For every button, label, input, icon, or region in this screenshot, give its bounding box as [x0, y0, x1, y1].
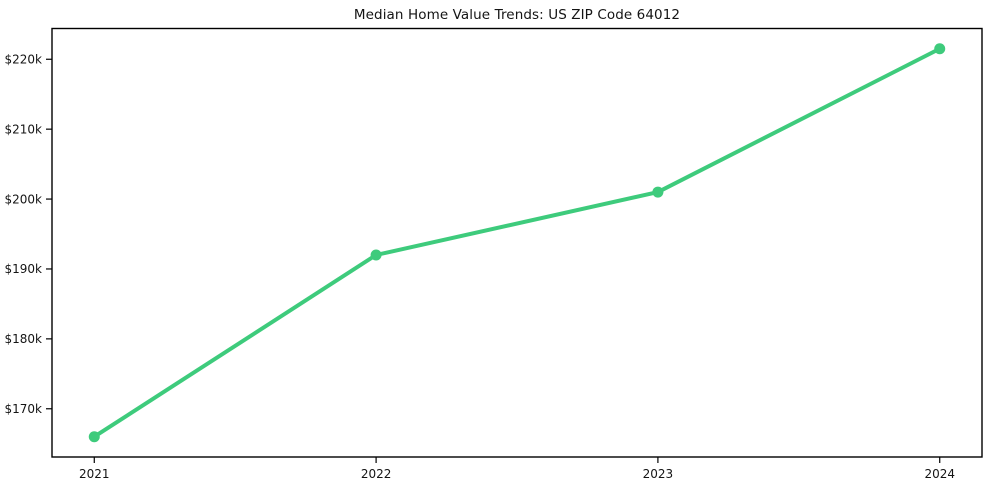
y-tick-label: $200k — [5, 192, 43, 206]
plot-frame — [51, 27, 983, 458]
data-point-marker — [88, 431, 100, 443]
y-tick-label: $180k — [5, 332, 43, 346]
y-tick-label: $220k — [5, 52, 43, 66]
x-tick-label: 2022 — [361, 467, 392, 481]
series-line — [92, 46, 942, 439]
x-tick-label: 2021 — [79, 467, 110, 481]
x-tick-label: 2024 — [924, 467, 955, 481]
x-tick-label: 2023 — [643, 467, 674, 481]
data-point-marker — [934, 43, 946, 55]
data-point-marker — [652, 186, 664, 198]
y-tick-label: $190k — [5, 262, 43, 276]
y-tick-label: $170k — [5, 402, 43, 416]
y-tick-label: $210k — [5, 122, 43, 136]
data-point-marker — [370, 249, 382, 261]
chart-title: Median Home Value Trends: US ZIP Code 64… — [353, 7, 681, 23]
